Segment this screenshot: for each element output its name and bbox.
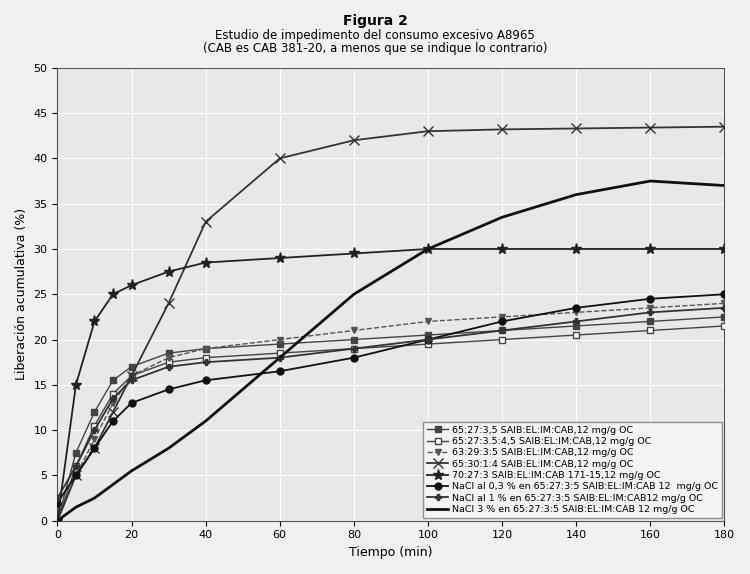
- Text: Figura 2: Figura 2: [343, 14, 407, 28]
- Y-axis label: Liberación acumulativa (%): Liberación acumulativa (%): [15, 208, 28, 381]
- Legend: 65:27:3,5 SAIB:EL:IM:CAB,12 mg/g OC, 65:27:3.5:4,5 SAIB:EL:IM:CAB,12 mg/g OC, 63: 65:27:3,5 SAIB:EL:IM:CAB,12 mg/g OC, 65:…: [424, 422, 722, 518]
- Text: Estudio de impedimento del consumo excesivo A8965: Estudio de impedimento del consumo exces…: [215, 29, 535, 42]
- X-axis label: Tiempo (min): Tiempo (min): [350, 546, 433, 559]
- Text: (CAB es CAB 381-20, a menos que se indique lo contrario): (CAB es CAB 381-20, a menos que se indiq…: [202, 42, 548, 56]
